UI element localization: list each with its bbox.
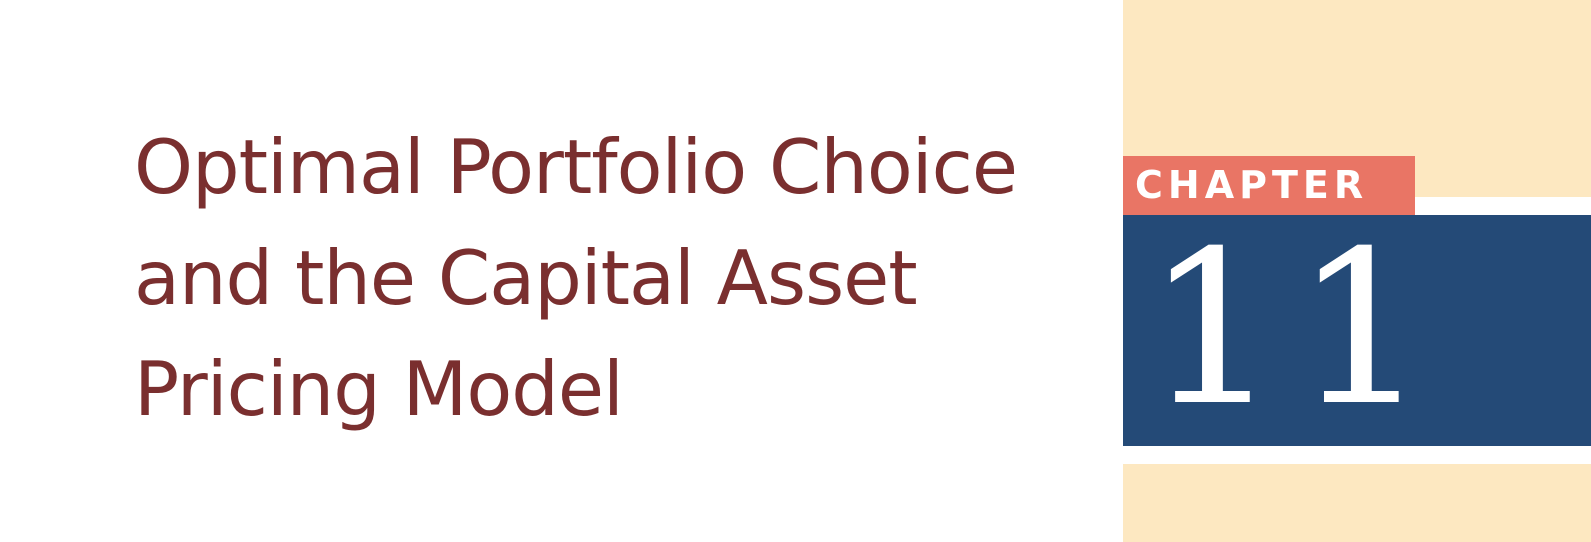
chapter-number: 11 [1145,205,1443,452]
chapter-number-block: 11 [1123,215,1591,446]
title-line-1: Optimal Portfolio Choice [134,123,1018,211]
cream-band-bottom [1123,464,1591,542]
chapter-title: Optimal Portfolio Choice and the Capital… [134,112,1094,445]
title-line-2: and the Capital Asset [134,234,918,322]
chapter-side-panel: CHAPTER 11 [1123,0,1591,542]
title-line-3: Pricing Model [134,345,624,433]
chapter-label-tab: CHAPTER [1123,156,1415,215]
